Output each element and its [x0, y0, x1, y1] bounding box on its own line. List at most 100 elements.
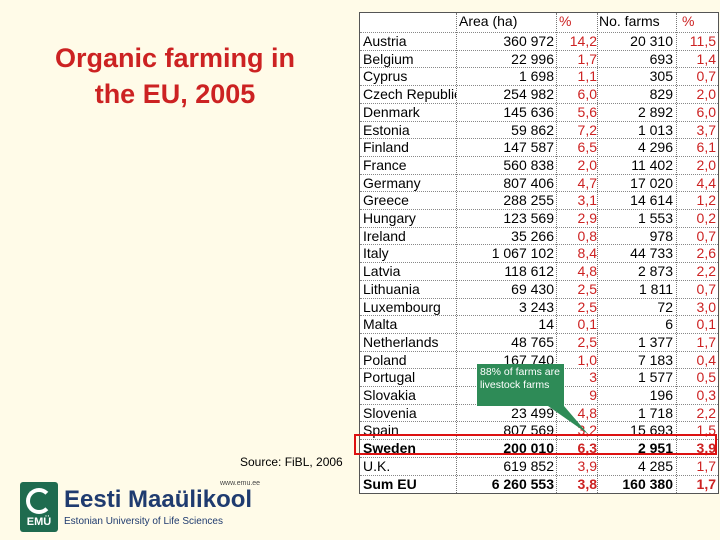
logo-name: Eesti Maaülikool [64, 486, 253, 513]
table-row: Denmark 145 636 5,6 2 892 6,0 [360, 102, 718, 121]
cell-area-percent: 4,8 [577, 404, 597, 421]
source-note: Source: FiBL, 2006 [240, 455, 343, 469]
table-row: Netherlands 48 765 2,5 1 377 1,7 [360, 332, 718, 351]
cell-area-percent: 3,9 [577, 457, 597, 474]
cell-country: Finland [363, 139, 409, 156]
cell-area: 200 010 [503, 440, 554, 457]
cell-country: Malta [363, 316, 398, 333]
cell-farms-percent: 6,1 [696, 139, 716, 156]
cell-area: 22 996 [511, 50, 554, 67]
cell-area-percent: 1,7 [577, 50, 597, 67]
title-line-1: Organic farming in [54, 43, 296, 73]
cell-area: 807 406 [503, 174, 554, 191]
table-row: Poland 167 740 1,0 7 183 0,4 [360, 350, 718, 369]
table-row: Belgium 22 996 1,7 693 1,4 [360, 49, 718, 68]
emu-emblem-icon: EMÜ [20, 482, 58, 532]
cell-farms-percent: 1,7 [696, 333, 716, 350]
cell-area: 69 430 [511, 280, 554, 297]
cell-country: Cyprus [363, 68, 408, 85]
table-row: Cyprus 1 698 1,1 305 0,7 [360, 67, 718, 85]
cell-country: Czech Republic [363, 86, 456, 103]
table-row: Germany 807 406 4,7 17 020 4,4 [360, 173, 718, 192]
cell-farms-percent: 3,7 [696, 121, 716, 138]
cell-country: Slovenia [363, 404, 417, 421]
cell-farms-percent: 2,0 [696, 86, 716, 103]
cell-country: Italy [363, 245, 389, 262]
cell-area: 1 698 [518, 68, 554, 85]
cell-farms: 829 [649, 86, 673, 103]
cell-farms-percent: 0,5 [696, 369, 716, 386]
cell-area: 619 852 [503, 457, 554, 474]
cell-farms-percent: 1,7 [696, 475, 716, 492]
cell-farms: 693 [649, 50, 673, 67]
logo-subtitle: Estonian University of Life Sciences [64, 516, 223, 527]
cell-area: 118 612 [504, 263, 554, 280]
slide-title: Organic farming in the EU, 2005 [20, 40, 330, 112]
cell-area-percent: 4,8 [577, 263, 597, 280]
cell-country: U.K. [363, 457, 391, 474]
cell-area-percent: 2,9 [577, 210, 597, 226]
cell-country: Germany [363, 174, 421, 191]
table-row: Portugal 3 1 577 0,5 [360, 368, 718, 386]
table-row: Latvia 118 612 4,8 2 873 2,2 [360, 262, 718, 280]
cell-farms: 20 310 [630, 33, 673, 49]
cell-farms-percent: 0,7 [696, 227, 716, 244]
header-area: Area (ha) [459, 13, 518, 29]
table-row: Austria 360 972 14,2 20 310 11,5 [360, 32, 718, 50]
cell-farms-percent: 0,3 [696, 387, 716, 403]
cell-farms: 1 377 [637, 333, 673, 350]
cell-area: 145 636 [503, 103, 554, 120]
cell-country: Luxembourg [363, 298, 441, 315]
cell-farms-percent: 0,4 [696, 351, 716, 368]
table-row: Luxembourg 3 243 2,5 72 3,0 [360, 297, 718, 316]
cell-country: Sweden [363, 440, 416, 457]
cell-area: 59 862 [511, 121, 554, 138]
cell-farms: 2 951 [637, 440, 673, 457]
header-farms-percent: % [682, 13, 695, 29]
logo-url: www.emu.ee [220, 480, 261, 487]
cell-area-percent: 2,5 [577, 298, 597, 315]
cell-area-percent: 7,2 [577, 121, 597, 138]
cell-area: 23 499 [511, 404, 554, 421]
cell-farms: 2 892 [637, 103, 673, 120]
cell-farms: 17 020 [630, 174, 673, 191]
cell-country: Lithuania [363, 280, 420, 297]
cell-farms: 6 [665, 316, 673, 333]
cell-area: 254 982 [503, 86, 554, 103]
cell-area-percent: 14,2 [569, 33, 597, 49]
cell-farms: 4 285 [637, 457, 673, 474]
table-row: Czech Republic 254 982 6,0 829 2,0 [360, 85, 718, 103]
cell-country: Austria [363, 33, 407, 49]
cell-farms: 44 733 [630, 245, 673, 262]
cell-farms: 1 553 [637, 210, 673, 226]
cell-area-percent: 6,3 [577, 440, 597, 457]
cell-area-percent: 1,1 [577, 68, 597, 85]
table-row: Greece 288 255 3,1 14 614 1,2 [360, 191, 718, 209]
cell-farms-percent: 2,2 [696, 404, 716, 421]
cell-farms-percent: 6,0 [696, 103, 716, 120]
cell-farms: 72 [657, 298, 673, 315]
organic-farming-table: Area (ha) % No. farms % Austria 360 972 14… [359, 12, 719, 494]
cell-area-percent: 0,8 [577, 227, 597, 244]
cell-farms-percent: 1,2 [696, 192, 716, 209]
emblem-text: EMÜ [26, 516, 52, 528]
cell-country: Estonia [363, 121, 410, 138]
cell-area-percent: 6,0 [577, 86, 597, 103]
header-farms: No. farms [599, 13, 660, 29]
cell-farms-percent: 0,2 [696, 210, 716, 226]
cell-country: Denmark [363, 103, 420, 120]
table-row: Italy 1 067 102 8,4 44 733 2,6 [360, 244, 718, 262]
livestock-callout: 88% of farms are livestock farms [477, 364, 564, 406]
cell-area: 3 243 [518, 298, 554, 315]
table-row: Lithuania 69 430 2,5 1 811 0,7 [360, 279, 718, 298]
table-row: Sweden 200 010 6,3 2 951 3,9 [360, 439, 718, 457]
cell-country: Hungary [363, 210, 416, 226]
swirl-icon [26, 488, 52, 514]
cell-area: 560 838 [503, 156, 554, 173]
cell-area-percent: 2,0 [577, 156, 597, 173]
cell-area-percent: 5,6 [577, 103, 597, 120]
cell-area-percent: 0,1 [577, 316, 597, 333]
cell-farms-percent: 3,0 [696, 298, 716, 315]
cell-country: Ireland [363, 227, 406, 244]
